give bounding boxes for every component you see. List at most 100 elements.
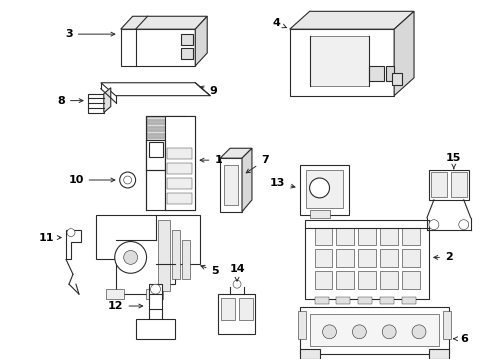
Text: 3: 3 (65, 29, 115, 39)
Circle shape (309, 178, 329, 198)
Polygon shape (121, 29, 195, 66)
Polygon shape (145, 116, 185, 140)
Bar (167, 148, 192, 159)
Polygon shape (220, 158, 242, 212)
Bar (145, 289, 163, 299)
Polygon shape (218, 294, 254, 334)
Bar (358, 249, 375, 267)
Text: 12: 12 (108, 301, 142, 311)
Bar (386, 66, 393, 81)
Polygon shape (299, 349, 319, 359)
Bar (401, 271, 419, 289)
Bar (167, 193, 192, 204)
Polygon shape (304, 220, 428, 299)
Bar (146, 117, 184, 120)
Bar (181, 34, 193, 45)
Bar (158, 220, 170, 291)
Bar (314, 297, 328, 304)
Polygon shape (101, 83, 210, 96)
Circle shape (233, 280, 241, 288)
Text: 10: 10 (68, 175, 115, 185)
Polygon shape (148, 284, 162, 329)
Bar (358, 297, 371, 304)
Polygon shape (299, 307, 448, 354)
Text: 2: 2 (433, 252, 452, 262)
Text: 5: 5 (201, 265, 219, 276)
Bar (148, 142, 163, 157)
Polygon shape (242, 148, 251, 212)
Text: 6: 6 (453, 334, 467, 344)
Text: 7: 7 (245, 155, 268, 173)
Bar (309, 210, 329, 218)
Bar (401, 297, 415, 304)
Bar (368, 66, 384, 81)
Bar (297, 311, 305, 339)
Circle shape (115, 242, 146, 273)
Polygon shape (96, 215, 200, 294)
Polygon shape (393, 11, 413, 96)
Bar (314, 271, 332, 289)
Polygon shape (289, 11, 413, 29)
Circle shape (123, 176, 131, 184)
Text: 8: 8 (57, 96, 83, 105)
Bar (401, 228, 419, 246)
Bar (305, 170, 343, 208)
Polygon shape (88, 94, 103, 113)
Polygon shape (103, 88, 111, 113)
Text: 15: 15 (445, 153, 461, 169)
Circle shape (123, 251, 137, 264)
Bar (380, 297, 393, 304)
Circle shape (411, 325, 425, 339)
Circle shape (120, 172, 135, 188)
Polygon shape (428, 349, 448, 359)
Bar (105, 289, 123, 299)
Polygon shape (299, 165, 349, 215)
Polygon shape (428, 170, 468, 200)
Text: 14: 14 (229, 264, 244, 281)
Polygon shape (135, 319, 175, 339)
Polygon shape (220, 148, 251, 158)
Circle shape (382, 325, 395, 339)
Bar (336, 228, 354, 246)
Bar (450, 172, 466, 197)
Text: 1: 1 (200, 155, 222, 165)
Polygon shape (66, 230, 81, 260)
Bar (146, 131, 184, 134)
Bar (391, 73, 401, 85)
Circle shape (428, 220, 438, 230)
Circle shape (150, 284, 160, 294)
Circle shape (67, 229, 75, 237)
Bar (309, 314, 438, 346)
Bar (380, 249, 397, 267)
Bar (336, 271, 354, 289)
Bar (442, 311, 450, 339)
Bar (167, 163, 192, 174)
Bar (314, 249, 332, 267)
Bar (181, 48, 193, 59)
Bar (314, 228, 332, 246)
Text: 11: 11 (38, 233, 61, 243)
Text: 4: 4 (272, 18, 286, 28)
Bar (239, 298, 252, 320)
Text: 9: 9 (200, 86, 217, 96)
Bar (380, 228, 397, 246)
Text: 13: 13 (269, 178, 294, 188)
Bar (336, 249, 354, 267)
Bar (146, 121, 184, 123)
Bar (182, 239, 190, 279)
Bar (172, 230, 180, 279)
Polygon shape (121, 174, 134, 186)
Polygon shape (195, 16, 207, 66)
Circle shape (458, 220, 468, 230)
Polygon shape (121, 16, 207, 29)
Polygon shape (145, 140, 165, 170)
Circle shape (352, 325, 366, 339)
Bar (221, 298, 235, 320)
Bar (309, 36, 368, 86)
Bar (358, 228, 375, 246)
Bar (146, 128, 184, 130)
Bar (146, 125, 184, 127)
Bar (336, 297, 350, 304)
Bar (146, 138, 184, 141)
Polygon shape (145, 116, 195, 210)
